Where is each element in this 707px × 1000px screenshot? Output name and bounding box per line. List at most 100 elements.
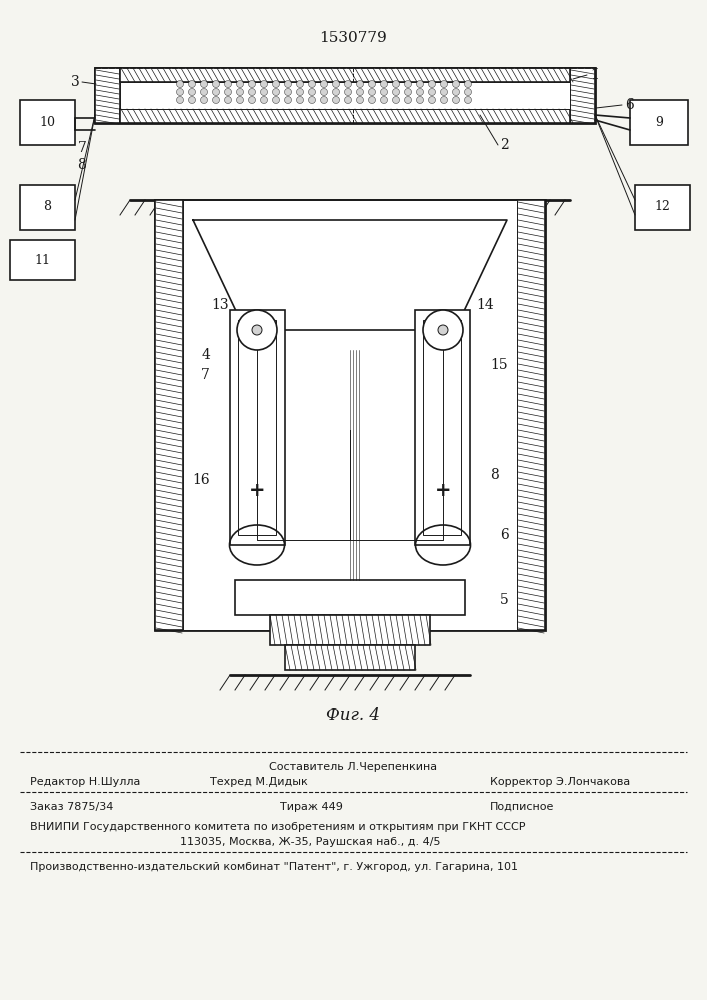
Circle shape [392, 89, 399, 96]
Circle shape [440, 89, 448, 96]
Bar [630, 100, 688, 145]
Circle shape [438, 325, 448, 335]
Circle shape [332, 81, 339, 88]
Circle shape [260, 81, 267, 88]
Bar [285, 645, 415, 670]
Circle shape [416, 81, 423, 88]
Circle shape [237, 97, 243, 104]
Circle shape [416, 97, 423, 104]
Circle shape [464, 97, 472, 104]
Text: 12: 12 [654, 200, 670, 214]
Bar [95, 68, 595, 123]
Circle shape [260, 97, 267, 104]
Circle shape [237, 81, 243, 88]
Circle shape [416, 89, 423, 96]
Text: 15: 15 [490, 358, 508, 372]
Text: Подписное: Подписное [490, 802, 554, 812]
Circle shape [284, 81, 291, 88]
Circle shape [225, 89, 231, 96]
Circle shape [380, 89, 387, 96]
FancyBboxPatch shape [570, 68, 595, 123]
Circle shape [428, 81, 436, 88]
Bar [517, 200, 545, 630]
Circle shape [320, 81, 327, 88]
Text: Составитель Л.Черепенкина: Составитель Л.Черепенкина [269, 762, 437, 772]
Text: 11: 11 [34, 253, 50, 266]
Circle shape [272, 89, 279, 96]
Circle shape [252, 325, 262, 335]
Circle shape [248, 81, 255, 88]
Circle shape [368, 81, 375, 88]
Bar [423, 320, 461, 535]
Circle shape [332, 97, 339, 104]
Text: 10: 10 [39, 115, 55, 128]
Text: 7: 7 [78, 141, 86, 155]
Bar [120, 109, 570, 123]
Circle shape [356, 97, 363, 104]
Circle shape [404, 89, 411, 96]
Circle shape [452, 97, 460, 104]
Text: 5: 5 [500, 593, 509, 607]
Bar [238, 320, 276, 535]
Text: 2: 2 [500, 138, 509, 152]
Circle shape [189, 81, 196, 88]
Circle shape [225, 97, 231, 104]
Bar [120, 68, 570, 82]
FancyBboxPatch shape [95, 68, 120, 123]
Bar [635, 185, 690, 230]
Text: +: + [435, 481, 451, 499]
Text: Редактор Н.Шулла: Редактор Н.Шулла [30, 777, 141, 787]
Circle shape [404, 97, 411, 104]
Circle shape [428, 97, 436, 104]
Circle shape [225, 81, 231, 88]
Circle shape [320, 89, 327, 96]
Circle shape [201, 89, 207, 96]
Text: Тираж 449: Тираж 449 [280, 802, 343, 812]
Circle shape [356, 81, 363, 88]
Circle shape [308, 89, 315, 96]
Text: 1530779: 1530779 [319, 31, 387, 45]
Circle shape [284, 97, 291, 104]
Circle shape [213, 89, 219, 96]
Circle shape [440, 97, 448, 104]
Circle shape [344, 81, 351, 88]
Circle shape [272, 81, 279, 88]
Bar [155, 200, 183, 630]
Circle shape [440, 81, 448, 88]
Text: ВНИИПИ Государственного комитета по изобретениям и открытиям при ГКНТ СССР: ВНИИПИ Государственного комитета по изоб… [30, 822, 525, 832]
Circle shape [392, 97, 399, 104]
Text: 8: 8 [490, 468, 498, 482]
Circle shape [237, 89, 243, 96]
Circle shape [392, 81, 399, 88]
Circle shape [344, 89, 351, 96]
Bar [120, 82, 570, 109]
Text: 6: 6 [625, 98, 633, 112]
Circle shape [308, 97, 315, 104]
Text: 3: 3 [71, 75, 80, 89]
Text: 14: 14 [476, 298, 494, 312]
Text: 9: 9 [655, 115, 663, 128]
Circle shape [201, 81, 207, 88]
Circle shape [320, 97, 327, 104]
Circle shape [380, 97, 387, 104]
Circle shape [213, 97, 219, 104]
Circle shape [452, 89, 460, 96]
Circle shape [177, 97, 184, 104]
Text: Фиг. 4: Фиг. 4 [326, 706, 380, 724]
Circle shape [296, 97, 303, 104]
Circle shape [428, 89, 436, 96]
Circle shape [213, 81, 219, 88]
Circle shape [189, 89, 196, 96]
Circle shape [308, 81, 315, 88]
Bar [155, 200, 545, 630]
Text: 16: 16 [192, 473, 210, 487]
Text: Заказ 7875/34: Заказ 7875/34 [30, 802, 113, 812]
Circle shape [344, 97, 351, 104]
Circle shape [423, 310, 463, 350]
Circle shape [284, 89, 291, 96]
Text: 13: 13 [211, 298, 229, 312]
Circle shape [248, 97, 255, 104]
Circle shape [368, 97, 375, 104]
Circle shape [177, 89, 184, 96]
Circle shape [464, 89, 472, 96]
